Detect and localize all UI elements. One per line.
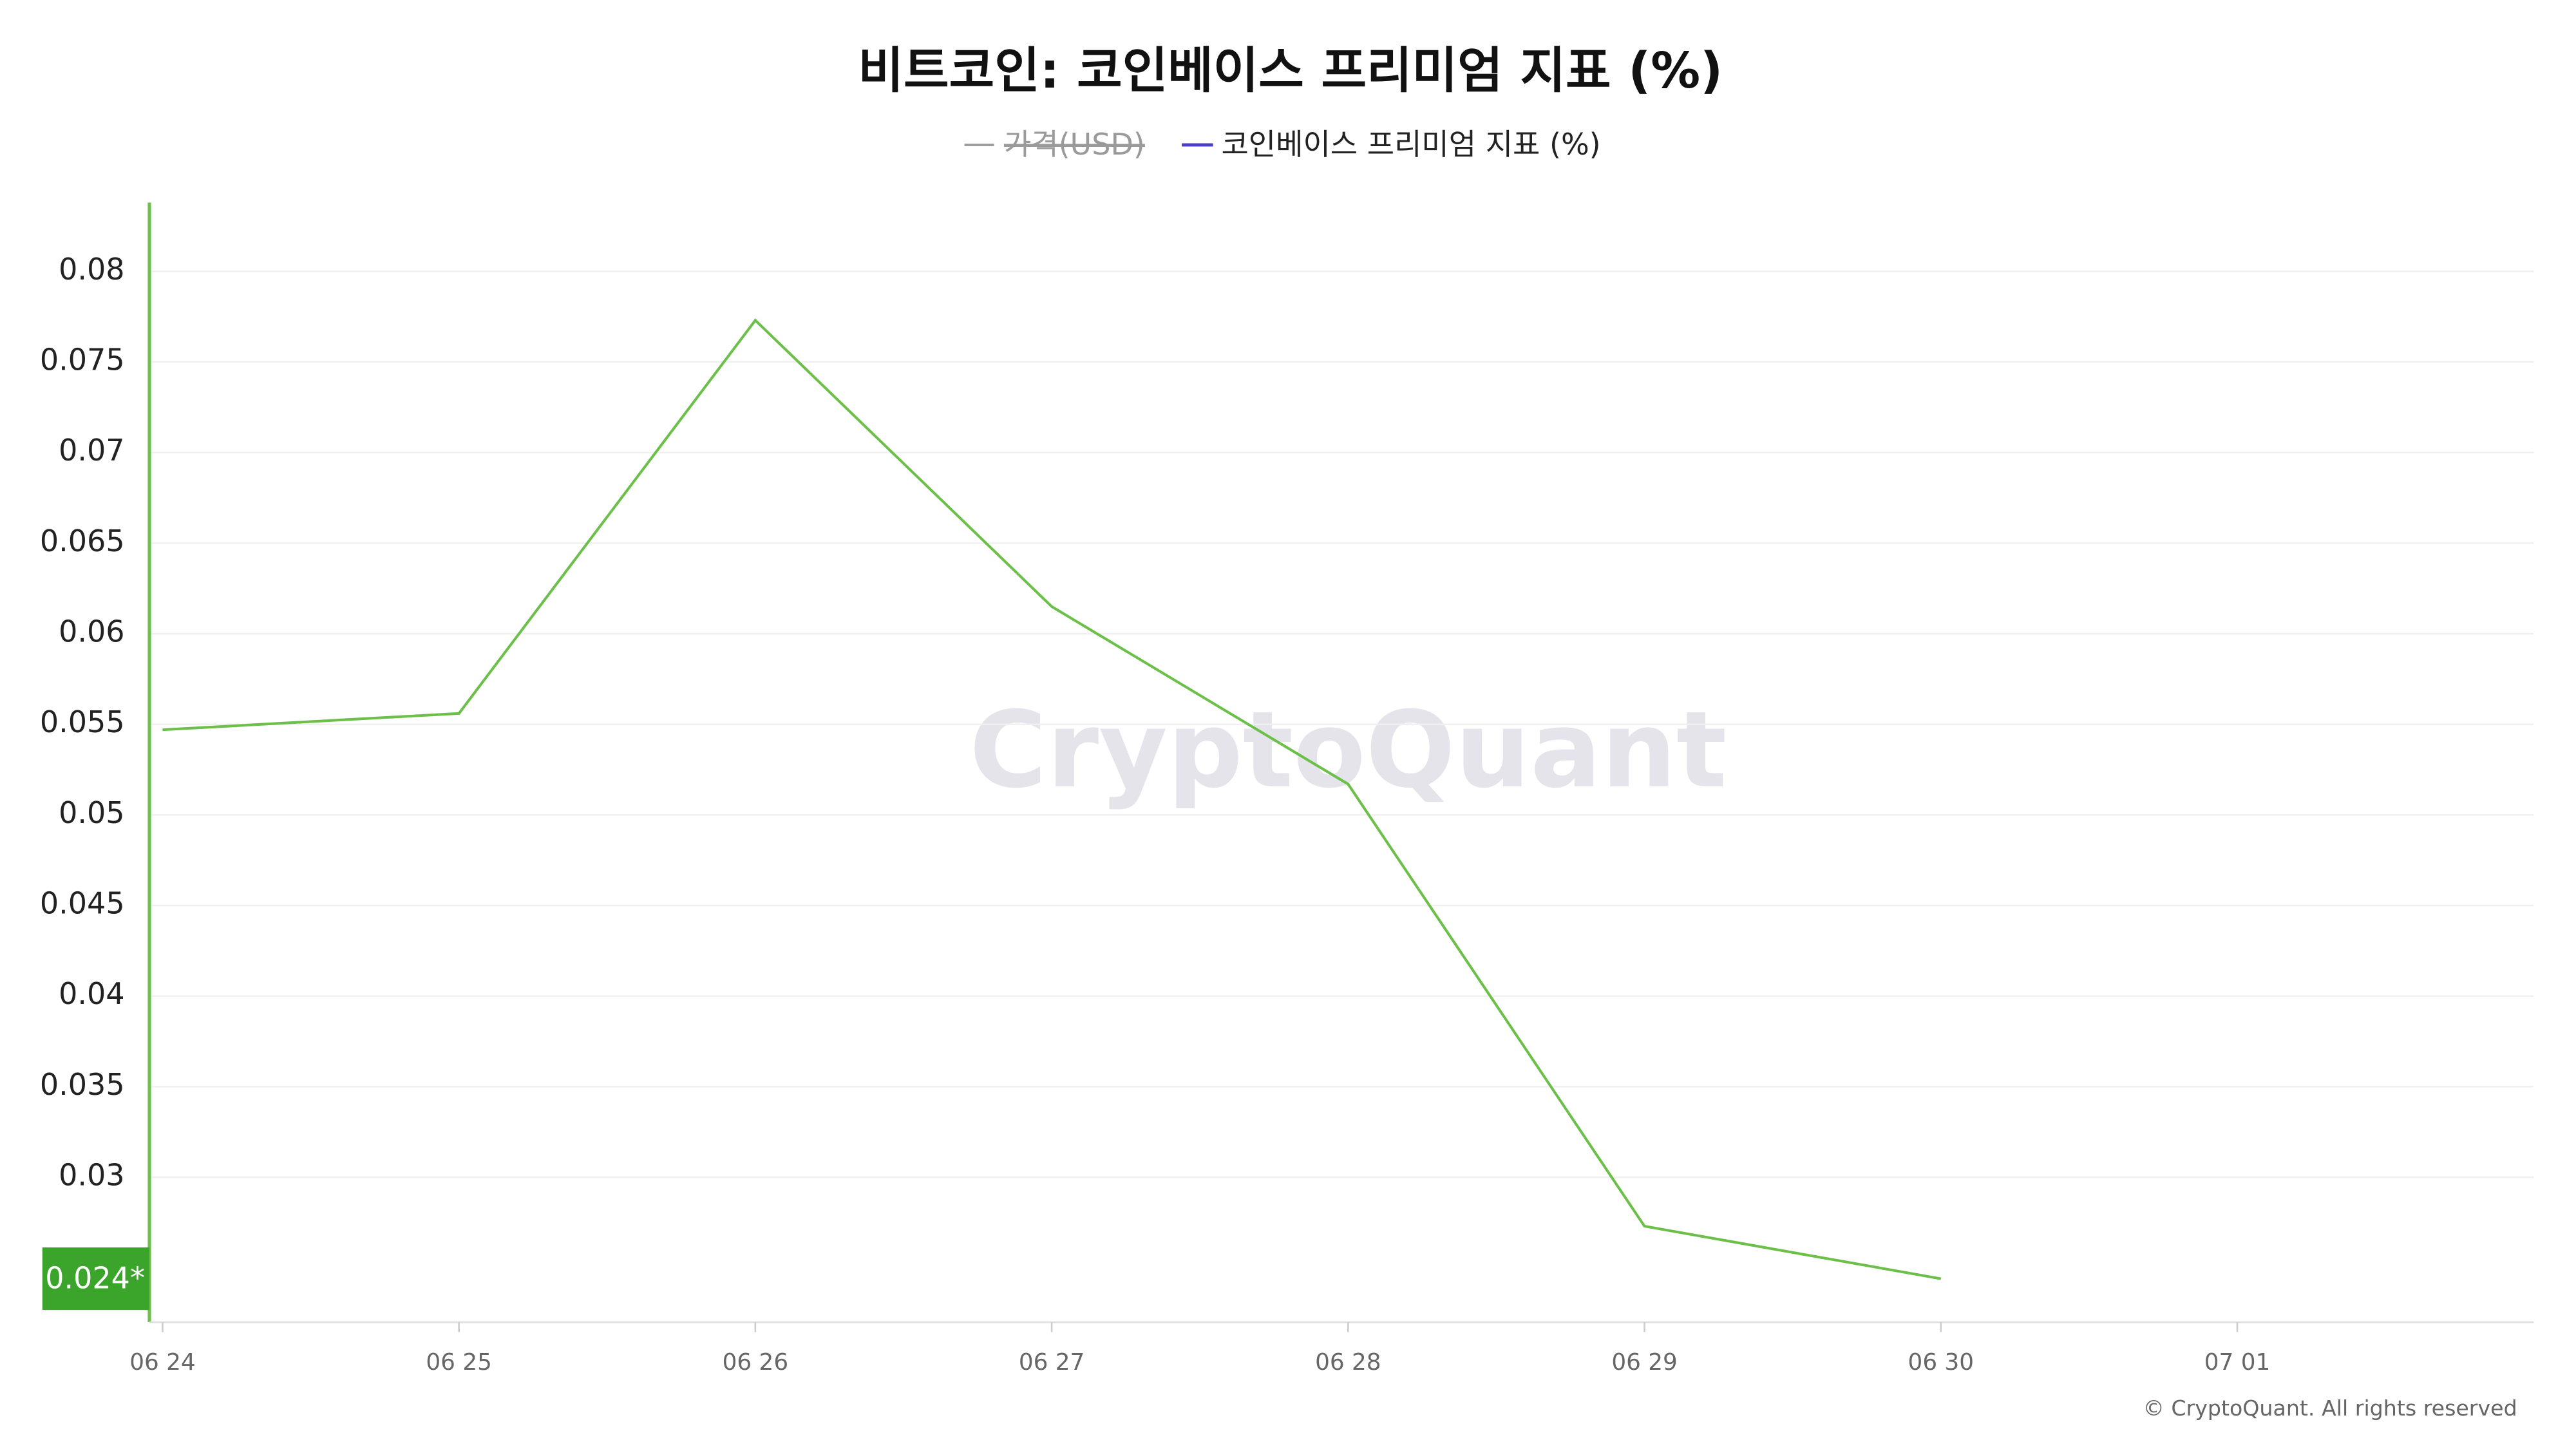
current-value-label: 0.024* [45, 1261, 145, 1296]
y-tick-label: 0.065 [40, 524, 125, 558]
x-tick-label: 06 27 [1019, 1349, 1084, 1376]
x-tick-label: 06 30 [1908, 1349, 1974, 1376]
y-tick-label: 0.045 [40, 886, 125, 921]
x-tick-label: 06 28 [1315, 1349, 1381, 1376]
legend-label: 코인베이스 프리미엄 지표 (%) [1221, 127, 1600, 162]
x-tick-label: 06 26 [723, 1349, 788, 1376]
y-tick-label: 0.075 [40, 343, 125, 377]
legend-label: 가격(USD) [1004, 127, 1145, 162]
x-tick-label: 07 01 [2204, 1349, 2270, 1376]
y-tick-label: 0.07 [59, 433, 124, 468]
y-tick-label: 0.04 [59, 976, 124, 1011]
y-tick-label: 0.05 [59, 795, 124, 830]
y-tick-label: 0.03 [59, 1158, 124, 1193]
x-tick-label: 06 24 [129, 1349, 195, 1376]
data-line [162, 318, 1942, 1280]
current-value-box [42, 1247, 149, 1311]
y-tick-label: 0.055 [40, 705, 125, 739]
y-tick-label: 0.035 [40, 1067, 125, 1102]
x-tick-label: 06 25 [426, 1349, 491, 1376]
x-tick-label: 06 29 [1611, 1349, 1677, 1376]
y-tick-label: 0.08 [59, 252, 124, 287]
chart-title: 비트코인: 코인베이스 프리미엄 지표 (%) [858, 43, 1723, 100]
y-tick-label: 0.06 [59, 614, 124, 649]
watermark: CryptoQuant [969, 688, 1727, 811]
copyright: © CryptoQuant. All rights reserved [2143, 1396, 2517, 1421]
